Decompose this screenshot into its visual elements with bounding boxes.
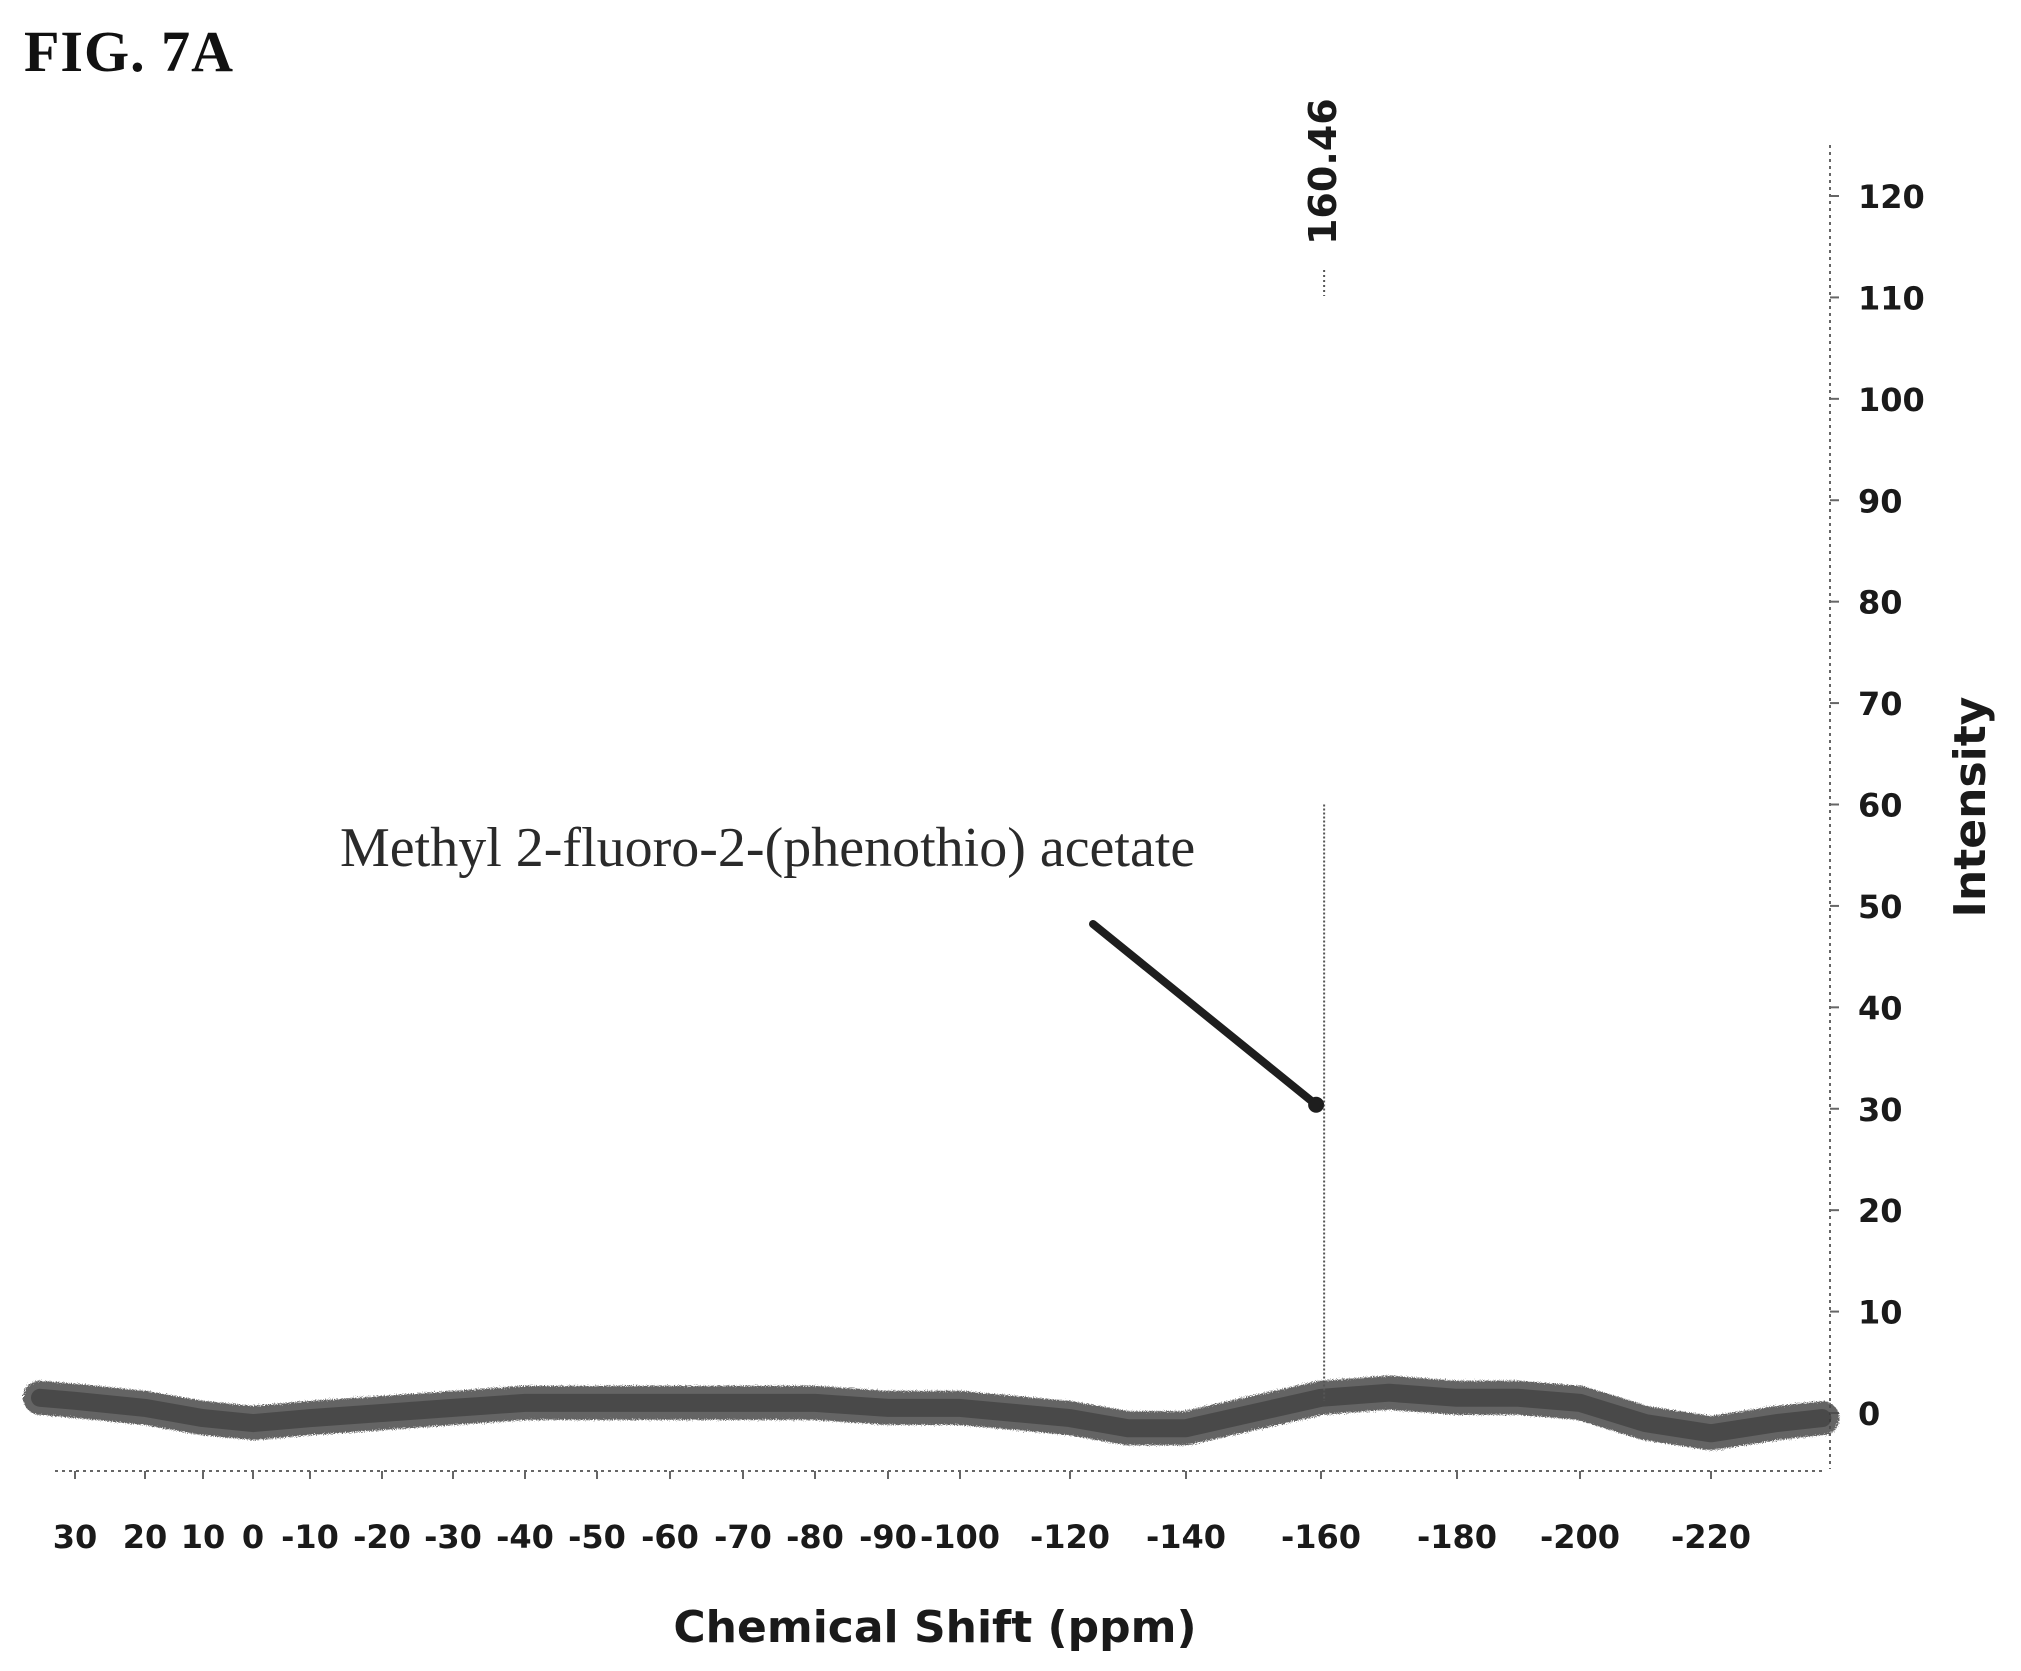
x-axis: 30 20 10 0 -10 -20 -30 -40 -50 -60 -70 -80 -90 -100 -1… [53,1470,1825,1653]
y-tick-label: 0 [1858,1395,1880,1433]
y-tick-label: 80 [1858,584,1903,622]
figure-label: FIG. 7A [24,19,234,84]
x-tick-label: -50 [568,1518,626,1556]
annotation-text: Methyl 2-fluoro-2-(phenothio) acetate [340,817,1195,879]
y-tick-label: 10 [1858,1294,1903,1332]
x-tick-label: 10 [181,1518,226,1556]
x-tick-label: -20 [353,1518,411,1556]
y-tick-label: 30 [1858,1091,1903,1129]
y-tick-label: 90 [1858,482,1903,520]
x-tick-label: 0 [242,1518,264,1556]
y-tick-labels: 0 10 20 30 40 50 60 70 80 90 100 110 120 [1858,178,1925,1433]
x-tick-label: -140 [1146,1518,1226,1556]
x-tick-label: -160 [1281,1518,1361,1556]
x-tick-label: -40 [496,1518,554,1556]
x-tick-marks [74,1471,1712,1479]
annotation-arrowhead [1308,1096,1325,1113]
x-tick-label: 20 [123,1518,168,1556]
y-tick-label: 110 [1858,279,1925,317]
y-tick-label: 70 [1858,685,1903,723]
x-tick-label: -220 [1671,1518,1751,1556]
y-tick-label: 120 [1858,178,1925,216]
y-tick-label: 100 [1858,381,1925,419]
x-tick-label: -70 [714,1518,772,1556]
annotation-arrow [1089,920,1321,1109]
x-axis-title: Chemical Shift (ppm) [673,1602,1196,1653]
x-tick-label: -60 [641,1518,699,1556]
x-tick-label: -80 [786,1518,844,1556]
y-axis: 0 10 20 30 40 50 60 70 80 90 100 110 120 Intensity [1829,145,1996,1469]
y-tick-label: 40 [1858,989,1903,1027]
spectrum-trace-core [31,1383,1832,1443]
y-tick-label: 50 [1858,888,1903,926]
y-tick-label: 60 [1858,787,1903,825]
x-tick-labels: 30 20 10 0 -10 -20 -30 -40 -50 -60 -70 -80 -90 -100 -1… [53,1518,1751,1556]
x-tick-label: -90 [859,1518,917,1556]
peak-layer: 160.46 [1301,98,1345,1401]
x-tick-label: -30 [424,1518,482,1556]
annotation-layer: Methyl 2-fluoro-2-(phenothio) acetate [340,817,1325,1113]
x-tick-label: -200 [1540,1518,1620,1556]
x-tick-label: -120 [1030,1518,1110,1556]
series-layer [23,1375,1840,1451]
x-tick-label: -100 [920,1518,1000,1556]
y-tick-label: 20 [1858,1192,1903,1230]
y-tick-marks [1830,195,1839,1414]
x-tick-label: -10 [281,1518,339,1556]
y-axis-title: Intensity [1945,697,1996,918]
x-tick-label: 30 [53,1518,98,1556]
x-tick-label: -180 [1417,1518,1497,1556]
peak-label: 160.46 [1301,98,1345,245]
